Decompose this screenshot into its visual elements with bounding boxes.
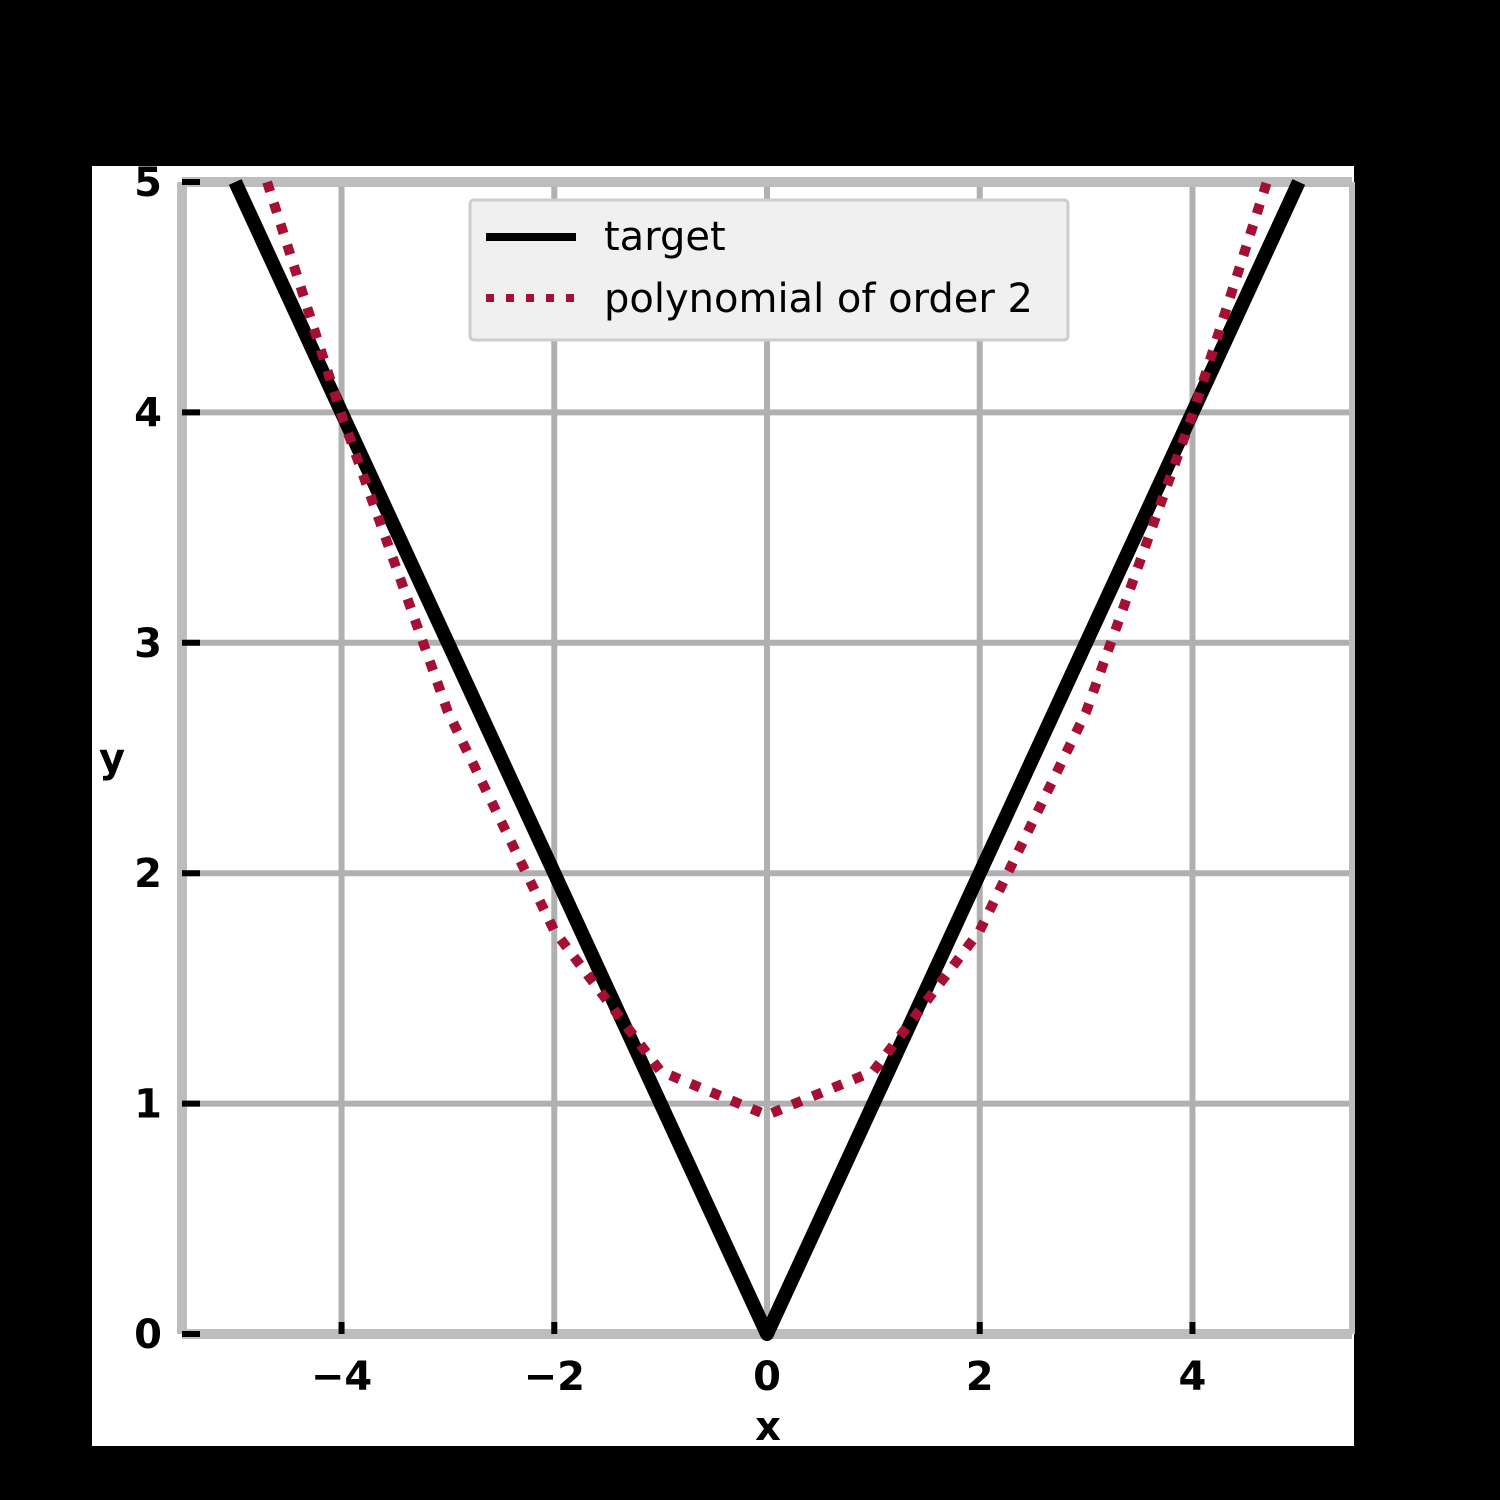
- x-tick-label: −2: [524, 1354, 585, 1400]
- y-tick-label: 2: [134, 851, 162, 897]
- y-tick-label: 3: [134, 621, 162, 667]
- legend-box: [468, 198, 1070, 342]
- x-tick-label: 2: [966, 1354, 994, 1400]
- legend-entry-target: target: [604, 214, 726, 260]
- y-tick-label: 1: [134, 1082, 162, 1128]
- y-axis-label: y: [99, 736, 125, 782]
- y-tick-label: 4: [134, 390, 162, 436]
- legend: target polynomial of order 2: [468, 198, 1070, 342]
- y-tick-label: 0: [134, 1312, 162, 1358]
- ticks: −4 −2 0 2 4 0 1 2 3 4 5: [134, 160, 1206, 1400]
- x-axis-label: x: [755, 1404, 781, 1450]
- x-tick-label: 0: [753, 1354, 781, 1400]
- x-tick-label: −4: [311, 1354, 372, 1400]
- legend-entry-polynomial: polynomial of order 2: [604, 276, 1033, 322]
- x-tick-label: 4: [1179, 1354, 1207, 1400]
- y-tick-label: 5: [134, 160, 162, 206]
